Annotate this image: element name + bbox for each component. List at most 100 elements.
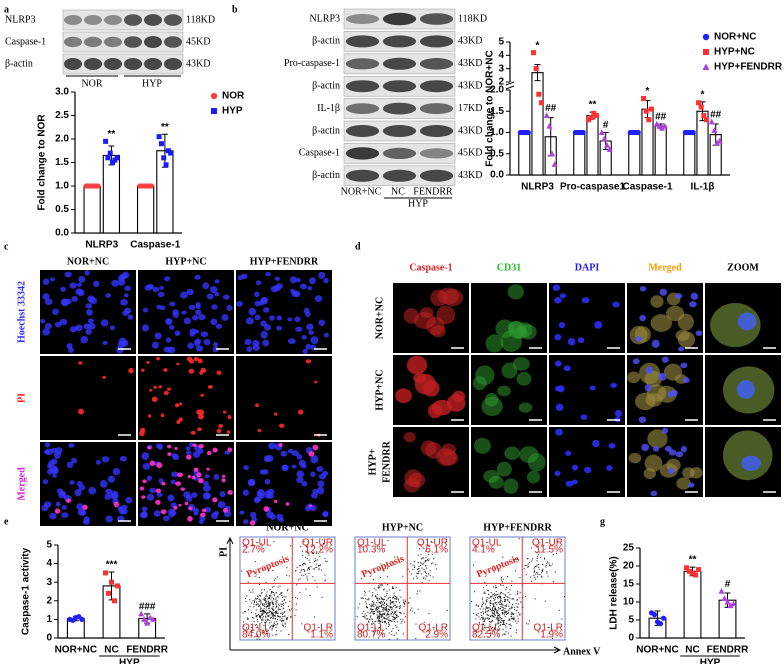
- event-dot: [285, 602, 287, 604]
- event-dot: [388, 616, 390, 618]
- blot-band: [144, 58, 162, 70]
- cell: [157, 291, 165, 298]
- event-dot: [370, 608, 372, 610]
- y-tick-label: 3: [46, 577, 52, 588]
- event-dot: [506, 610, 508, 612]
- event-dot: [280, 630, 282, 632]
- event-dot: [504, 624, 506, 626]
- cell: [722, 430, 773, 481]
- cell: [142, 479, 147, 484]
- event-dot: [411, 610, 413, 612]
- blot-band: [419, 103, 454, 115]
- event-dot: [271, 625, 273, 627]
- event-dot: [514, 618, 516, 620]
- cell: [179, 402, 183, 406]
- event-dot: [260, 617, 262, 619]
- event-dot: [261, 604, 263, 606]
- event-dot: [497, 623, 499, 625]
- cell: [187, 342, 195, 349]
- data-point: [593, 113, 599, 118]
- event-dot: [276, 605, 278, 607]
- event-dot: [260, 599, 262, 601]
- event-dot: [407, 568, 409, 570]
- cell: [495, 319, 515, 338]
- event-dot: [493, 616, 495, 618]
- event-dot: [514, 570, 516, 572]
- event-dot: [383, 588, 385, 590]
- cell: [291, 464, 297, 469]
- event-dot: [265, 600, 267, 602]
- blot-band: [419, 58, 454, 70]
- cell: [196, 409, 202, 415]
- blot-band: [345, 58, 380, 70]
- event-dot: [391, 601, 393, 603]
- cell: [278, 517, 285, 523]
- event-dot: [272, 618, 274, 620]
- event-dot: [426, 559, 428, 561]
- data-point: [141, 616, 148, 622]
- event-dot: [264, 597, 266, 599]
- event-dot: [387, 625, 389, 627]
- cell: [690, 292, 699, 300]
- event-dot: [271, 586, 273, 588]
- blot-band: [164, 36, 182, 48]
- cell: [612, 301, 620, 308]
- event-dot: [364, 616, 366, 618]
- event-dot: [257, 604, 259, 606]
- event-dot: [382, 621, 384, 623]
- event-dot: [526, 564, 528, 566]
- event-dot: [251, 630, 253, 632]
- event-dot: [396, 596, 398, 598]
- event-dot: [243, 621, 245, 623]
- event-dot: [251, 626, 253, 628]
- event-dot: [495, 594, 497, 596]
- x-tick-label: Pro-caspase1: [560, 182, 625, 193]
- event-dot: [385, 609, 387, 611]
- cell: [650, 490, 658, 497]
- event-dot: [373, 633, 375, 635]
- event-dot: [385, 615, 387, 617]
- event-dot: [282, 605, 284, 607]
- event-dot: [482, 619, 484, 621]
- data-point: [604, 142, 611, 148]
- event-dot: [506, 596, 508, 598]
- cell: [689, 301, 697, 308]
- blot-band: [382, 125, 417, 137]
- data-point: [112, 598, 117, 604]
- cell: [316, 486, 325, 495]
- event-dot: [515, 620, 517, 622]
- event-dot: [426, 567, 428, 569]
- event-dot: [499, 594, 501, 596]
- event-dot: [436, 568, 438, 570]
- cell: [318, 271, 326, 279]
- event-dot: [276, 611, 278, 613]
- cell: [186, 454, 192, 460]
- cell: [213, 342, 219, 347]
- event-dot: [382, 610, 384, 612]
- event-dot: [319, 555, 321, 557]
- event-dot: [499, 596, 501, 598]
- data-point: [156, 134, 162, 140]
- event-dot: [378, 627, 380, 629]
- event-dot: [498, 602, 500, 604]
- event-dot: [386, 590, 388, 592]
- cell: [42, 293, 50, 300]
- event-dot: [420, 573, 422, 575]
- event-dot: [260, 601, 262, 603]
- event-dot: [385, 609, 387, 611]
- event-dot: [517, 599, 519, 601]
- cell: [194, 309, 202, 316]
- data-point: [586, 117, 592, 123]
- event-dot: [387, 608, 389, 610]
- event-dot: [481, 615, 483, 617]
- blot-band: [64, 36, 82, 48]
- event-dot: [386, 613, 388, 615]
- event-dot: [531, 560, 533, 562]
- data-point: [107, 150, 113, 156]
- event-dot: [371, 623, 373, 625]
- cell: [163, 368, 168, 372]
- y-tick-label: 4: [46, 558, 52, 569]
- event-dot: [545, 566, 547, 568]
- event-dot: [384, 618, 386, 620]
- event-dot: [264, 615, 266, 617]
